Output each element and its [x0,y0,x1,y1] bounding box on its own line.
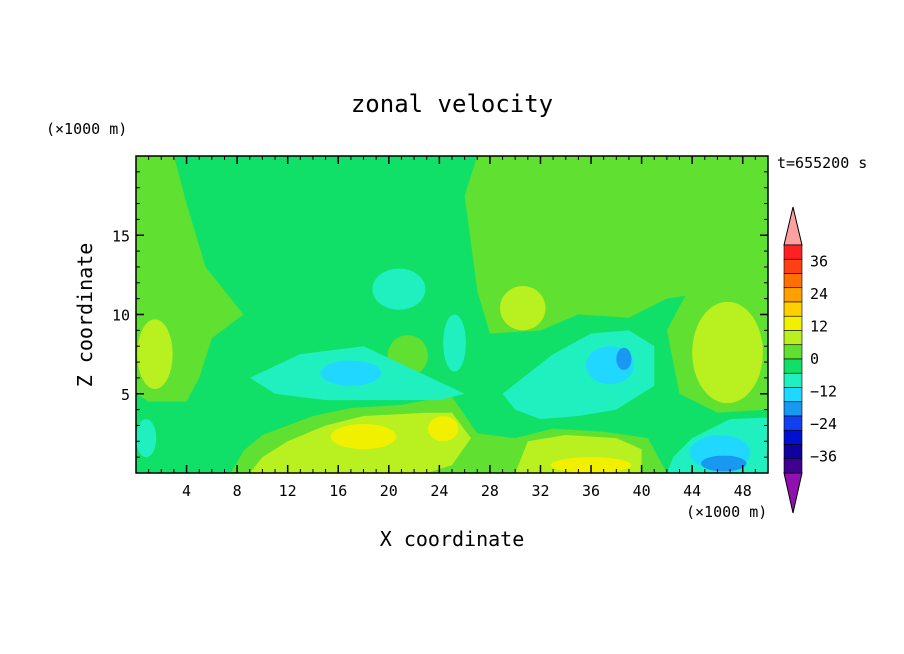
colorbar-swatch [783,415,803,431]
field-strong-pos-2 [427,415,459,442]
field-strong-pos-1 [330,423,397,450]
x-unit-label: (×1000 m) [686,503,767,521]
field-moderate-left [137,319,173,389]
colorbar-swatch [783,315,803,331]
y-tick-label: 5 [121,386,130,404]
y-unit-label: (×1000 m) [46,120,127,138]
x-tick-label: 16 [329,482,347,500]
colorbar-swatch [783,330,803,346]
x-axis-ticks: 4 8 12 16 20 24 28 32 36 40 44 48 [148,156,756,500]
colorbar-label: 24 [810,285,828,303]
x-tick-label: 44 [683,482,701,500]
field-negative-peak-2 [701,455,747,472]
x-tick-label: 8 [233,482,242,500]
colorbar-swatch [783,401,803,417]
field-negative-column [443,314,466,372]
y-tick-label: 10 [112,307,130,325]
field-moderate-upper [500,285,546,331]
chart-title: zonal velocity [351,90,553,118]
field-negative-peak-1 [616,347,632,370]
x-tick-label: 28 [481,482,499,500]
field-negative-left [136,419,157,458]
x-tick-label: 4 [182,482,191,500]
colorbar-label: 36 [810,252,828,270]
colorbar: 36 24 12 0 −12 −24 −36 [783,206,837,514]
colorbar-swatch [783,372,803,388]
x-tick-label: 40 [633,482,651,500]
x-tick-label: 12 [279,482,297,500]
colorbar-swatch [783,429,803,445]
time-label: t=655200 s [777,154,867,172]
x-tick-label: 48 [734,482,752,500]
colorbar-swatch [783,273,803,289]
field-negative-upper [372,268,426,310]
y-axis-ticks: 5 10 15 [112,171,768,458]
colorbar-swatch [783,344,803,360]
colorbar-extend-max [783,206,803,246]
colorbar-label: −24 [810,415,837,433]
colorbar-label: −36 [810,448,837,466]
x-tick-label: 20 [380,482,398,500]
colorbar-label: −12 [810,383,837,401]
field-negative-core-1 [320,360,382,386]
colorbar-swatch [783,358,803,374]
field-moderate-right [692,301,763,404]
x-tick-label: 36 [582,482,600,500]
y-tick-label: 15 [112,227,130,245]
x-tick-label: 32 [531,482,549,500]
colorbar-swatch [783,258,803,274]
colorbar-swatch [783,287,803,303]
contour-field [136,156,768,473]
colorbar-label: 0 [810,350,819,368]
colorbar-extend-min [783,472,803,514]
x-tick-label: 24 [430,482,448,500]
colorbar-swatch [783,458,803,474]
colorbar-swatch [783,244,803,260]
colorbar-swatch [783,387,803,403]
colorbar-swatch [783,444,803,460]
colorbar-label: 12 [810,317,828,335]
colorbar-swatch [783,301,803,317]
x-axis-label: X coordinate [380,527,525,551]
y-axis-label: Z coordinate [73,243,97,388]
